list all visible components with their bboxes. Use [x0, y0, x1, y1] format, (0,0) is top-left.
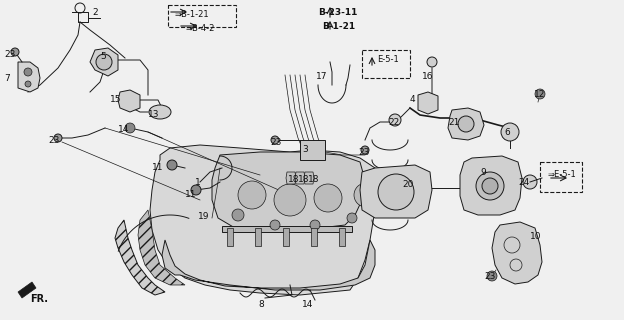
- Text: 20: 20: [402, 180, 413, 189]
- Bar: [227, 228, 233, 246]
- Text: 3: 3: [302, 145, 308, 154]
- Text: 10: 10: [530, 232, 542, 241]
- Text: ⇒B-1-21: ⇒B-1-21: [175, 10, 210, 19]
- Polygon shape: [286, 172, 296, 184]
- Circle shape: [523, 175, 537, 189]
- Circle shape: [535, 89, 545, 99]
- Circle shape: [24, 68, 32, 76]
- Circle shape: [271, 136, 279, 144]
- Text: 16: 16: [422, 72, 434, 81]
- Circle shape: [54, 134, 62, 142]
- Polygon shape: [138, 210, 185, 285]
- Text: B-1-21: B-1-21: [322, 22, 355, 31]
- Bar: [540, 162, 582, 192]
- Text: 23: 23: [358, 148, 369, 157]
- Polygon shape: [492, 222, 542, 284]
- Circle shape: [125, 123, 135, 133]
- Text: 14: 14: [118, 125, 129, 134]
- Circle shape: [476, 172, 504, 200]
- Text: 11: 11: [152, 163, 163, 172]
- Text: 22: 22: [388, 118, 399, 127]
- Circle shape: [310, 220, 320, 230]
- Polygon shape: [212, 152, 365, 230]
- Ellipse shape: [149, 105, 171, 119]
- Bar: [339, 228, 345, 246]
- Text: 6: 6: [504, 128, 510, 137]
- Circle shape: [25, 81, 31, 87]
- Circle shape: [427, 57, 437, 67]
- Text: 23: 23: [4, 50, 16, 59]
- Polygon shape: [118, 90, 140, 112]
- Polygon shape: [115, 220, 165, 295]
- Circle shape: [96, 54, 112, 70]
- Circle shape: [389, 114, 401, 126]
- Text: 14: 14: [302, 300, 313, 309]
- Text: 23: 23: [48, 136, 59, 145]
- Text: 13: 13: [148, 110, 160, 119]
- Text: 7: 7: [4, 74, 10, 83]
- Circle shape: [378, 174, 414, 210]
- Circle shape: [361, 146, 369, 154]
- Text: 17: 17: [316, 72, 328, 81]
- Text: 19: 19: [198, 212, 210, 221]
- Text: 18: 18: [308, 175, 319, 184]
- Text: 11: 11: [185, 190, 197, 199]
- Circle shape: [458, 116, 474, 132]
- Polygon shape: [460, 156, 522, 215]
- Text: ⇒B-4-2: ⇒B-4-2: [186, 24, 215, 33]
- Polygon shape: [90, 48, 118, 76]
- Text: 1: 1: [195, 178, 201, 187]
- Text: 21: 21: [448, 118, 459, 127]
- Circle shape: [11, 48, 19, 56]
- Circle shape: [501, 123, 519, 141]
- Circle shape: [238, 181, 266, 209]
- Polygon shape: [418, 92, 438, 114]
- Polygon shape: [360, 165, 432, 218]
- Text: 18: 18: [298, 175, 310, 184]
- Text: 15: 15: [110, 95, 122, 104]
- Polygon shape: [162, 240, 375, 290]
- Polygon shape: [448, 108, 484, 140]
- Text: 23: 23: [270, 138, 281, 147]
- Circle shape: [270, 220, 280, 230]
- Polygon shape: [304, 172, 314, 184]
- Text: B-23-11: B-23-11: [318, 8, 358, 17]
- Text: 18: 18: [288, 175, 300, 184]
- Text: 24: 24: [518, 178, 529, 187]
- Bar: [255, 228, 261, 246]
- Text: 23: 23: [484, 272, 495, 281]
- Circle shape: [487, 271, 497, 281]
- Text: 8: 8: [258, 300, 264, 309]
- Bar: [311, 228, 317, 246]
- Bar: [362, 50, 410, 78]
- Text: E-5-1: E-5-1: [377, 55, 399, 64]
- Text: 9: 9: [480, 168, 485, 177]
- Circle shape: [274, 184, 306, 216]
- Text: 4: 4: [410, 95, 416, 104]
- Polygon shape: [295, 172, 305, 184]
- Circle shape: [482, 178, 498, 194]
- Circle shape: [314, 184, 342, 212]
- Polygon shape: [18, 62, 40, 92]
- Text: 12: 12: [534, 90, 545, 99]
- Bar: [283, 228, 289, 246]
- Circle shape: [354, 183, 378, 207]
- Text: ⇒E-5-1: ⇒E-5-1: [548, 170, 577, 179]
- Text: 5: 5: [100, 52, 105, 61]
- Bar: [300, 140, 325, 160]
- Circle shape: [167, 160, 177, 170]
- Bar: [222, 226, 352, 232]
- Circle shape: [191, 185, 201, 195]
- Text: 2: 2: [92, 8, 97, 17]
- Circle shape: [428, 96, 436, 104]
- Circle shape: [347, 213, 357, 223]
- Bar: [168, 5, 236, 27]
- Polygon shape: [18, 282, 36, 298]
- Circle shape: [232, 209, 244, 221]
- Polygon shape: [150, 145, 378, 295]
- Text: FR.: FR.: [30, 294, 48, 304]
